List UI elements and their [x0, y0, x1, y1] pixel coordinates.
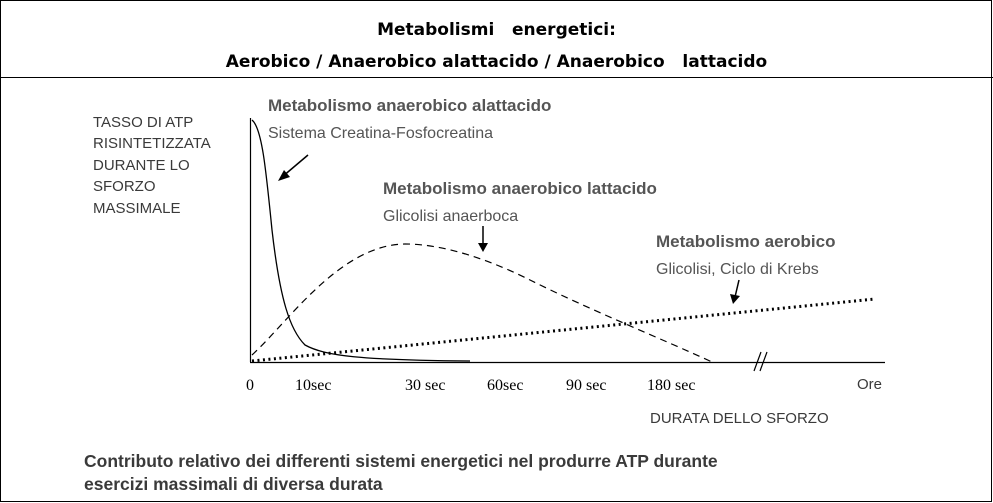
arrow-alattacido [278, 154, 309, 181]
y-axis-label-line: TASSO DI ATP [93, 114, 193, 131]
x-tick-label-ore: Ore [857, 376, 882, 393]
annotation-lattacido-subtitle: Glicolisi anaerboca [383, 208, 518, 225]
annotation-aerobico-subtitle: Glicolisi, Ciclo di Krebs [656, 261, 819, 278]
arrow-lattacido [478, 226, 488, 252]
x-tick-label: 60sec [487, 377, 523, 394]
annotation-alattacido-title: Metabolismo anaerobico alattacido [268, 96, 551, 115]
y-axis-label-line: MASSIMALE [93, 200, 181, 217]
figure-header: Metabolismi energetici: Aerobico / Anaer… [0, 0, 993, 78]
figure-caption: Contributo relativo dei differenti siste… [84, 450, 964, 496]
series-aerobico-line [251, 297, 876, 363]
y-axis-label: TASSO DI ATP RISINTETIZZATA DURANTE LO S… [93, 114, 211, 217]
x-tick-label: 0 [246, 377, 254, 394]
y-axis-label-line: SFORZO [93, 178, 156, 195]
x-axis-label: DURATA DELLO SFORZO [650, 410, 829, 427]
axis-break-mark [753, 351, 768, 372]
caption-line2: esercizi massimali di diversa durata [84, 474, 383, 494]
arrow-aerobico [730, 279, 740, 304]
x-tick-label: 10sec [295, 377, 331, 394]
x-tick-label: 30 sec [405, 377, 445, 394]
annotation-lattacido: Metabolismo anaerobico lattacido Glicoli… [383, 179, 657, 225]
caption-line1: Contributo relativo dei differenti siste… [84, 451, 718, 471]
annotation-alattacido-subtitle: Sistema Creatina-Fosfocreatina [268, 125, 493, 142]
x-tick-labels: 0 10sec 30 sec 60sec 90 sec 180 sec [246, 377, 695, 394]
x-tick-label: 180 sec [647, 377, 695, 394]
y-axis-label-line: DURANTE LO [93, 157, 190, 174]
header-title-line2: Aerobico / Anaerobico alattacido / Anaer… [225, 52, 768, 72]
series-alattacido-curve [251, 119, 471, 362]
annotation-aerobico: Metabolismo aerobico Glicolisi, Ciclo di… [656, 232, 835, 278]
annotation-aerobico-title: Metabolismo aerobico [656, 232, 835, 251]
y-axis-label-line: RISINTETIZZATA [93, 135, 211, 152]
series-lattacido-curve [251, 243, 713, 363]
annotation-lattacido-title: Metabolismo anaerobico lattacido [383, 179, 657, 198]
annotation-alattacido: Metabolismo anaerobico alattacido Sistem… [268, 96, 551, 142]
header-title-line1: Metabolismi energetici: [377, 20, 616, 40]
x-tick-label: 90 sec [566, 377, 606, 394]
